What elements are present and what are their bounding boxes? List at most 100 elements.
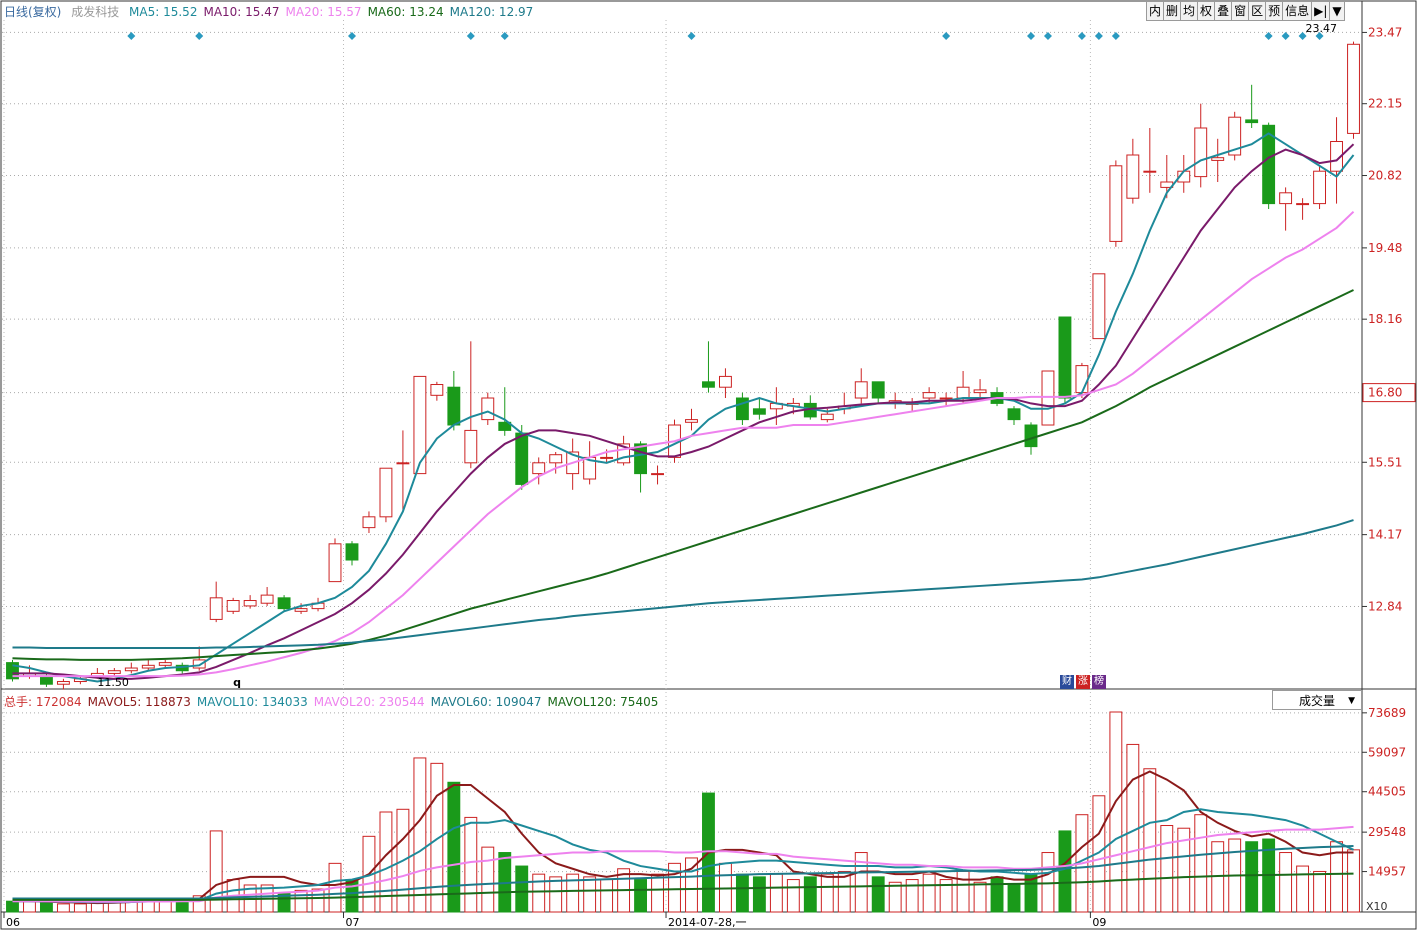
volume-bar-62 — [1058, 830, 1072, 913]
ma-line-ma120 — [12, 519, 1354, 650]
candle-57 — [973, 389, 987, 394]
toolbar-button-1[interactable]: 删 — [1163, 1, 1182, 21]
toolbar-button-6[interactable]: 区 — [1248, 1, 1267, 21]
candle-11 — [192, 659, 206, 669]
candle-59 — [1007, 408, 1021, 421]
candle-15 — [260, 594, 274, 604]
volume-bar-79 — [1347, 849, 1360, 913]
info-badge-1[interactable]: 涨 — [1076, 675, 1090, 689]
volume-bar-0 — [6, 900, 19, 913]
candle-22 — [379, 467, 393, 518]
mavol-legend-item-3: MAVOL20: 230544 — [313, 695, 425, 709]
volume-bar-10 — [175, 900, 189, 913]
mavol-line-mavol20 — [12, 825, 1354, 903]
candle-41 — [702, 381, 715, 388]
volume-bar-34 — [583, 876, 597, 913]
signal-diamond-8 — [1043, 32, 1052, 40]
volume-bar-39 — [668, 862, 681, 913]
candle-29 — [498, 421, 512, 431]
ma-legend-item-3: MA60: 13.24 — [367, 5, 444, 19]
volume-bar-25 — [430, 762, 444, 913]
toolbar-button-9[interactable]: ▶| — [1311, 1, 1331, 21]
toolbar-button-3[interactable]: 权 — [1197, 1, 1216, 21]
x-tick-label-1: 07 — [346, 916, 360, 929]
candle-21 — [362, 516, 376, 529]
toolbar-button-7[interactable]: 预 — [1265, 1, 1284, 21]
volume-bar-73 — [1245, 841, 1259, 913]
ma-line-ma5 — [12, 132, 1355, 683]
mavol-line-mavol60 — [12, 845, 1354, 900]
toolbar-button-8[interactable]: 信息 — [1282, 1, 1313, 21]
volume-legend: 总手: 172084 MAVOL5: 118873 MAVOL10: 134033 M… — [4, 693, 670, 710]
volume-bar-3 — [56, 903, 70, 913]
candle-12 — [209, 597, 223, 620]
signal-diamond-1 — [195, 32, 204, 40]
volume-bar-43 — [735, 873, 749, 913]
volume-bar-18 — [311, 888, 325, 913]
info-badge-2[interactable]: 榜 — [1092, 675, 1106, 689]
signal-diamond-5 — [687, 32, 696, 40]
signal-diamond-12 — [1264, 32, 1273, 40]
ma-line-ma20 — [12, 210, 1355, 678]
volume-bar-12 — [209, 830, 223, 913]
signal-diamond-14 — [1298, 32, 1307, 40]
candle-79 — [1347, 43, 1360, 134]
candle-25 — [430, 384, 444, 396]
candle-37 — [634, 443, 648, 475]
toolbar-button-4[interactable]: 叠 — [1214, 1, 1233, 21]
volume-tick-label-2: 44505 — [1368, 785, 1406, 799]
volume-bar-27 — [464, 816, 478, 913]
volume-bar-26 — [447, 781, 461, 913]
low-price-marker: 11.50 — [97, 676, 129, 689]
volume-bar-28 — [481, 846, 495, 913]
volume-bar-58 — [990, 876, 1004, 913]
volume-tick-label-4: 14957 — [1368, 865, 1406, 879]
candle-51 — [871, 381, 885, 399]
candle-73 — [1245, 119, 1259, 124]
candle-23 — [396, 462, 410, 465]
info-badge-0[interactable]: 财 — [1060, 675, 1074, 689]
candle-9 — [158, 662, 172, 666]
signal-diamond-4 — [500, 32, 509, 40]
current-price-label: 16.80 — [1368, 386, 1402, 400]
candle-64 — [1092, 273, 1106, 340]
volume-bar-33 — [566, 873, 580, 913]
volume-tick-label-1: 59097 — [1368, 745, 1406, 759]
candle-72 — [1228, 116, 1242, 156]
candle-24 — [413, 375, 427, 475]
volume-bar-31 — [532, 873, 546, 913]
mavol-legend-item-2: MAVOL10: 134033 — [196, 695, 308, 709]
q-marker: q — [233, 676, 241, 689]
candle-16 — [277, 597, 291, 610]
candle-42 — [718, 375, 732, 388]
candle-40 — [685, 419, 698, 423]
volume-bar-77 — [1313, 870, 1327, 913]
volume-bar-65 — [1109, 711, 1123, 913]
price-tick-label-1: 22.15 — [1368, 97, 1402, 111]
candle-65 — [1109, 165, 1123, 242]
ma-legend-item-4: MA120: 12.97 — [449, 5, 534, 19]
candle-27 — [464, 429, 478, 464]
toolbar-button-10[interactable]: ▼ — [1329, 1, 1345, 21]
toolbar-button-0[interactable]: 内 — [1146, 1, 1165, 21]
candle-63 — [1075, 365, 1089, 394]
signal-diamond-0 — [127, 32, 136, 40]
volume-bar-2 — [39, 902, 53, 913]
candle-36 — [617, 443, 631, 464]
candle-8 — [141, 664, 155, 669]
volume-bar-45 — [769, 873, 783, 913]
volume-bar-46 — [786, 879, 800, 913]
candle-38 — [651, 473, 664, 476]
toolbar-button-2[interactable]: 均 — [1180, 1, 1199, 21]
volume-bar-48 — [820, 873, 834, 913]
candle-28 — [481, 397, 495, 421]
volume-bar-69 — [1177, 827, 1191, 913]
candle-67 — [1143, 170, 1157, 173]
toolbar-button-5[interactable]: 窗 — [1231, 1, 1250, 21]
candle-62 — [1058, 316, 1072, 399]
volume-indicator-select[interactable]: 成交量 ▼ — [1272, 690, 1362, 710]
candle-20 — [345, 543, 359, 561]
ma-legend-item-0: MA5: 15.52 — [129, 5, 198, 19]
